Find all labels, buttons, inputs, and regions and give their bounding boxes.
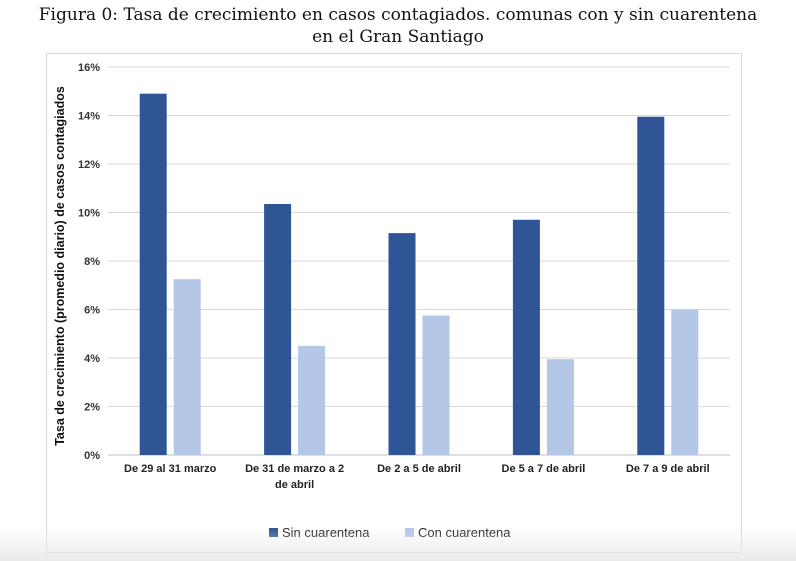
- y-tick-label: 16%: [78, 62, 100, 74]
- bar-sin-cuarentena: [139, 93, 167, 456]
- bar-chart: 0% 2% 4% 6% 8% 10% 12% 14% 16% Tasa de crecimient…: [53, 62, 730, 540]
- y-tick-label: 4%: [84, 353, 100, 365]
- caption-line-2: en el Gran Santiago: [312, 27, 484, 47]
- bar-con-cuarentena: [671, 309, 699, 455]
- x-tick-label: De 2 a 5 de abril: [377, 463, 461, 475]
- y-tick-label: 14%: [78, 111, 100, 123]
- bottom-fade: [0, 528, 796, 561]
- bar-con-cuarentena: [298, 345, 326, 455]
- y-tick-label: 2%: [84, 402, 100, 414]
- bar-sin-cuarentena: [637, 116, 665, 456]
- x-tick-label: de abril: [275, 479, 314, 491]
- bar-sin-cuarentena: [512, 219, 540, 455]
- y-axis-label: Tasa de crecimiento (promedio diario) de…: [53, 86, 67, 446]
- figure-caption: Figura 0: Tasa de crecimiento en casos c…: [0, 4, 796, 48]
- bar-con-cuarentena: [422, 315, 450, 455]
- bar-sin-cuarentena: [388, 233, 416, 455]
- chart-frame: 0% 2% 4% 6% 8% 10% 12% 14% 16% Tasa de crecimient…: [46, 53, 742, 553]
- x-tick-label: De 31 de marzo a 2: [245, 463, 344, 475]
- y-tick-label: 10%: [78, 208, 100, 220]
- x-tick-label: De 29 al 31 marzo: [124, 463, 217, 475]
- bar-con-cuarentena: [173, 279, 201, 455]
- bar-sin-cuarentena: [264, 204, 292, 455]
- y-tick-label: 12%: [78, 159, 100, 171]
- y-tick-label: 6%: [84, 305, 100, 317]
- y-tick-label: 8%: [84, 256, 100, 268]
- y-tick-label: 0%: [84, 450, 100, 462]
- caption-line-1: Figura 0: Tasa de crecimiento en casos c…: [38, 5, 758, 25]
- x-tick-label: De 7 a 9 de abril: [626, 463, 710, 475]
- x-tick-label: De 5 a 7 de abril: [502, 463, 586, 475]
- bar-con-cuarentena: [546, 359, 574, 455]
